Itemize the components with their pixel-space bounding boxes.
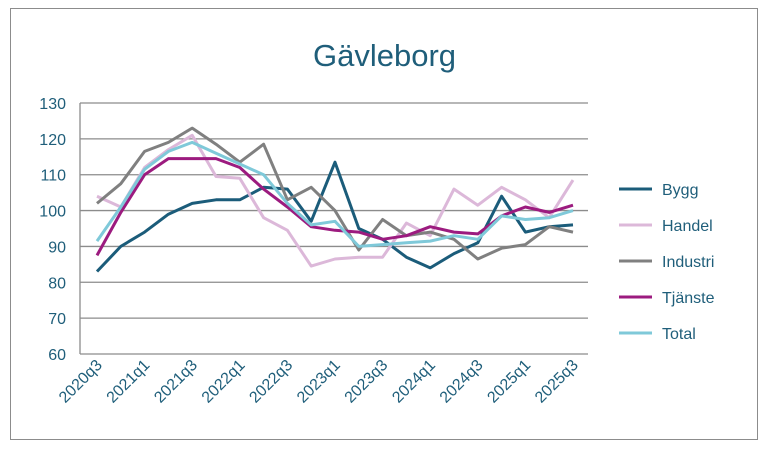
x-tick-label: 2025q1 (484, 357, 534, 407)
x-tick-label: 2023q3 (342, 357, 392, 407)
x-tick-label: 2024q3 (437, 357, 487, 407)
series-line-tjänste (95, 157, 574, 257)
legend-label: Total (662, 326, 696, 343)
legend-label: Handel (662, 218, 713, 235)
x-tick-label: 2022q3 (246, 357, 296, 407)
y-tick-label: 110 (40, 168, 66, 185)
y-tick-label: 120 (39, 132, 66, 149)
x-tick-label: 2022q1 (199, 357, 249, 407)
legend-label: Tjänste (662, 290, 715, 307)
chart-title: Gävleborg (312, 38, 457, 73)
legend-label: Bygg (662, 182, 698, 199)
series-line-total (95, 140, 574, 248)
x-tick-label: 2023q1 (294, 357, 344, 407)
series-line-industri (96, 126, 574, 261)
series-line-bygg (95, 160, 574, 273)
x-tick-label: 2024q1 (389, 357, 439, 407)
y-tick-label: 70 (48, 311, 66, 328)
y-tick-label: 60 (48, 347, 66, 364)
x-tick-label: 2025q3 (532, 357, 582, 407)
y-tick-label: 90 (48, 239, 66, 256)
series-line-handel (96, 133, 575, 268)
legend-label: Industri (662, 254, 714, 271)
y-tick-label: 100 (39, 204, 66, 221)
x-tick-label: 2021q3 (151, 357, 201, 407)
x-tick-label: 2020q3 (56, 357, 106, 407)
y-tick-label: 80 (48, 275, 66, 292)
y-tick-label: 130 (39, 96, 66, 113)
x-tick-label: 2021q1 (104, 357, 154, 407)
chart-frame (10, 8, 758, 440)
